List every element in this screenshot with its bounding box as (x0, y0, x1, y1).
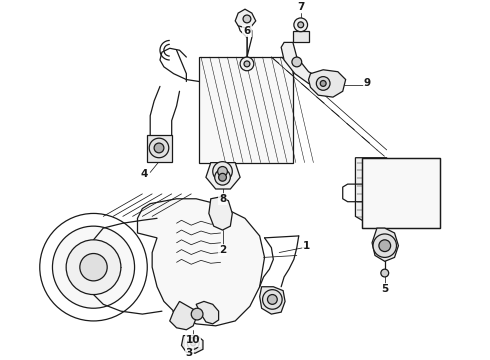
Polygon shape (355, 158, 387, 226)
Polygon shape (209, 197, 232, 230)
Circle shape (243, 15, 251, 23)
Polygon shape (235, 9, 256, 28)
Circle shape (215, 170, 230, 185)
Circle shape (191, 341, 196, 346)
Text: 2: 2 (219, 244, 226, 255)
Bar (199, 57, 293, 163)
Circle shape (373, 234, 396, 257)
Circle shape (298, 22, 304, 28)
Circle shape (268, 294, 277, 304)
Text: 9: 9 (364, 78, 371, 89)
Text: 6: 6 (244, 26, 250, 36)
Circle shape (240, 57, 254, 71)
Polygon shape (170, 301, 196, 330)
Circle shape (187, 338, 199, 349)
Text: 4: 4 (141, 169, 148, 179)
Circle shape (244, 61, 250, 67)
Bar (362, 158, 441, 228)
Text: 7: 7 (297, 2, 304, 12)
Circle shape (154, 143, 164, 153)
Circle shape (40, 213, 147, 321)
Circle shape (218, 167, 227, 176)
Circle shape (292, 57, 302, 67)
Circle shape (80, 253, 107, 281)
Circle shape (379, 240, 391, 252)
Circle shape (263, 290, 282, 309)
Polygon shape (372, 228, 398, 261)
Text: 8: 8 (219, 194, 226, 204)
Bar (293, 31, 309, 42)
Text: 1: 1 (303, 241, 310, 251)
Circle shape (52, 226, 135, 308)
Circle shape (66, 240, 121, 294)
Polygon shape (206, 163, 240, 189)
Polygon shape (260, 287, 285, 314)
Polygon shape (147, 135, 172, 162)
Polygon shape (181, 336, 203, 353)
Text: 5: 5 (381, 284, 389, 294)
Polygon shape (196, 301, 219, 324)
Circle shape (219, 174, 226, 181)
Circle shape (294, 18, 308, 32)
Circle shape (320, 81, 326, 86)
Circle shape (149, 138, 169, 158)
Polygon shape (138, 199, 265, 326)
Polygon shape (281, 42, 328, 89)
Circle shape (191, 308, 203, 320)
Circle shape (213, 162, 232, 181)
Polygon shape (309, 70, 345, 97)
Circle shape (317, 77, 330, 90)
Circle shape (381, 269, 389, 277)
Text: 10: 10 (186, 336, 200, 346)
Text: 3: 3 (186, 348, 193, 358)
